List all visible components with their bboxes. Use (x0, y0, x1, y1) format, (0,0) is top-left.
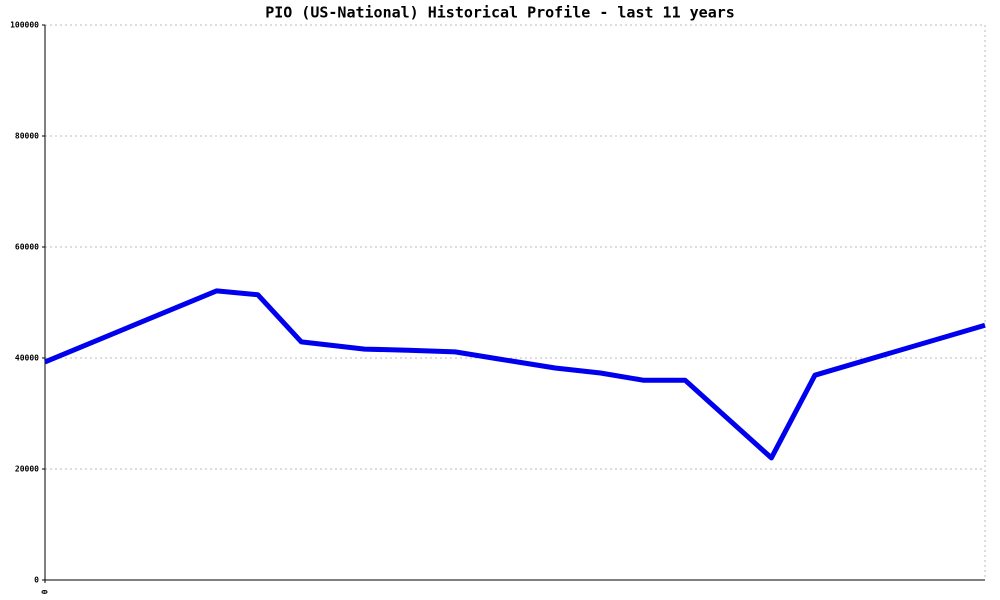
y-tick-label: 0 (34, 576, 39, 585)
x-tick-label: 0 (41, 589, 50, 594)
y-tick-label: 20000 (15, 465, 39, 474)
y-tick-label: 60000 (15, 243, 39, 252)
y-tick-label: 80000 (15, 132, 39, 141)
y-tick-label: 100000 (10, 21, 39, 30)
chart-title: PIO (US-National) Historical Profile - l… (265, 4, 735, 22)
data-line (44, 288, 986, 461)
y-tick-label: 40000 (15, 354, 39, 363)
